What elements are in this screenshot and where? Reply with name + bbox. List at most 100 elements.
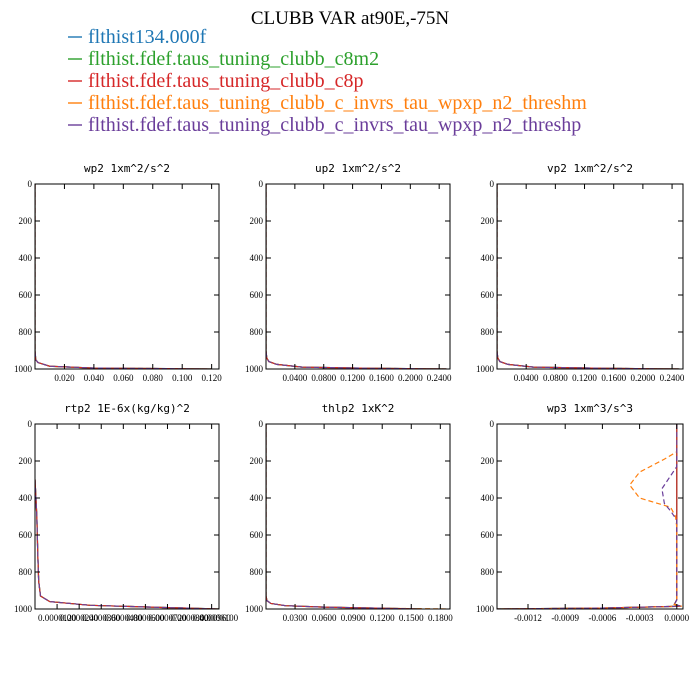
y-tick-label: 200: [250, 456, 264, 466]
series-line: [266, 424, 421, 609]
series-line: [266, 424, 421, 609]
series-line: [266, 184, 447, 369]
x-tick-label: 0.1500: [399, 613, 424, 623]
series-line: [266, 184, 447, 369]
y-tick-label: 0: [259, 419, 264, 429]
series-line: [35, 479, 219, 609]
x-tick-label: 0.2400: [660, 373, 685, 383]
series-line: [35, 479, 219, 609]
x-tick-label: 0.0800: [311, 373, 336, 383]
plot-frame: [496, 423, 684, 610]
y-tick-label: 600: [250, 530, 264, 540]
legend: flthist134.000f flthist.fdef.taus_tuning_…: [68, 26, 587, 136]
x-tick-label: 0.0400: [282, 373, 307, 383]
plot-frame: [265, 423, 451, 610]
y-tick-label: 1000: [245, 604, 264, 614]
series-line: [266, 184, 447, 369]
series-line: [266, 424, 450, 609]
y-tick-label: 800: [19, 327, 33, 337]
panel-title: up2 1xm^2/s^2: [315, 162, 401, 175]
y-tick-label: 800: [481, 327, 495, 337]
x-tick-label: 0.0800: [543, 373, 568, 383]
x-tick-label: 0.020: [54, 373, 75, 383]
series-line: [35, 184, 212, 369]
y-tick-label: 200: [19, 456, 33, 466]
panel-title: vp2 1xm^2/s^2: [547, 162, 633, 175]
legend-label: flthist.fdef.taus_tuning_clubb_c_invrs_t…: [88, 92, 587, 114]
y-tick-label: 1000: [476, 604, 495, 614]
y-tick-label: 600: [19, 290, 33, 300]
panel-title: wp3 1xm^3/s^3: [547, 402, 633, 415]
y-tick-label: 800: [250, 567, 264, 577]
x-tick-label: -0.0009: [551, 613, 579, 623]
plot-frame: [265, 183, 451, 370]
x-tick-label: 0.1200: [340, 373, 365, 383]
x-tick-label: 0.0000240: [60, 613, 99, 623]
series-line: [35, 184, 212, 369]
series-line: [497, 424, 681, 609]
x-tick-label: 0.0000720: [148, 613, 187, 623]
x-tick-label: 0.040: [84, 373, 105, 383]
x-tick-label: 0.060: [113, 373, 134, 383]
plot-frame: [34, 183, 220, 370]
x-tick-label: 0.0000: [664, 613, 689, 623]
x-tick-label: 0.0000960: [193, 613, 232, 623]
x-tick-label: 0.2400: [427, 373, 452, 383]
series-line: [35, 479, 219, 609]
y-tick-label: 600: [19, 530, 33, 540]
x-tick-label: -0.0003: [626, 613, 654, 623]
legend-label: flthist134.000f: [88, 26, 207, 48]
series-line: [497, 184, 680, 369]
x-tick-label: 0.2000: [631, 373, 656, 383]
legend-label: flthist.fdef.taus_tuning_clubb_c8p: [88, 70, 364, 92]
series-line: [497, 424, 681, 609]
panel-title: wp2 1xm^2/s^2: [84, 162, 170, 175]
y-tick-label: 1000: [245, 364, 264, 374]
y-tick-label: 0: [28, 179, 33, 189]
x-tick-label: 0.080: [143, 373, 164, 383]
y-tick-label: 0: [490, 179, 495, 189]
y-tick-label: 200: [19, 216, 33, 226]
y-tick-label: 1000: [476, 364, 495, 374]
y-tick-label: 1000: [14, 364, 33, 374]
series-line: [497, 184, 680, 369]
y-tick-label: 800: [250, 327, 264, 337]
x-tick-label: 0.2000: [398, 373, 423, 383]
series-line: [266, 184, 447, 369]
series-line: [497, 424, 681, 609]
chart-panel: vp2 1xm^2/s^2 0 200 400 600 800 1000 0.0400 0.08…: [476, 162, 685, 383]
x-tick-label: 0.1800: [428, 613, 453, 623]
legend-label: flthist.fdef.taus_tuning_clubb_c_invrs_t…: [88, 114, 581, 136]
x-tick-label: 0.120: [202, 373, 223, 383]
series-line: [35, 479, 219, 609]
chart-panel: wp2 1xm^2/s^2 0 200 400 600 800 1000 0.020 0.040…: [14, 162, 222, 383]
series-line: [497, 424, 682, 609]
y-tick-label: 600: [250, 290, 264, 300]
y-tick-label: 600: [481, 290, 495, 300]
panel-title: thlp2 1xK^2: [322, 402, 395, 415]
x-tick-label: 0.0000360: [82, 613, 121, 623]
plot-frame: [496, 183, 684, 370]
y-tick-label: 1000: [14, 604, 33, 614]
x-tick-label: 0.0400: [514, 373, 539, 383]
chart-panel: thlp2 1xK^2 0 200 400 600 800 1000 0.0300 0.0600…: [245, 402, 453, 623]
chart-panel: up2 1xm^2/s^2 0 200 400 600 800 1000 0.0400 0.08…: [245, 162, 452, 383]
series-line: [266, 184, 447, 369]
y-tick-label: 400: [19, 253, 33, 263]
y-tick-label: 400: [250, 253, 264, 263]
x-tick-label: 0.1600: [601, 373, 626, 383]
chart-panel: rtp2 1E-6x(kg/kg)^2 0 200 400 600 800 1000 0.00…: [14, 402, 239, 623]
series-line: [497, 184, 680, 369]
y-tick-label: 400: [19, 493, 33, 503]
y-tick-label: 0: [259, 179, 264, 189]
series-line: [35, 479, 219, 609]
chart-panel: wp3 1xm^3/s^3 0 200 400 600 800 1000 -0.0012 -0.…: [476, 402, 690, 623]
y-tick-label: 0: [28, 419, 33, 429]
x-tick-label: 0.100: [172, 373, 193, 383]
figure-title: CLUBB VAR at90E,-75N: [251, 8, 450, 29]
y-tick-label: 800: [19, 567, 33, 577]
series-line: [497, 184, 680, 369]
panels: wp2 1xm^2/s^2 0 200 400 600 800 1000 0.020 0.040…: [14, 162, 690, 623]
y-tick-label: 200: [481, 216, 495, 226]
